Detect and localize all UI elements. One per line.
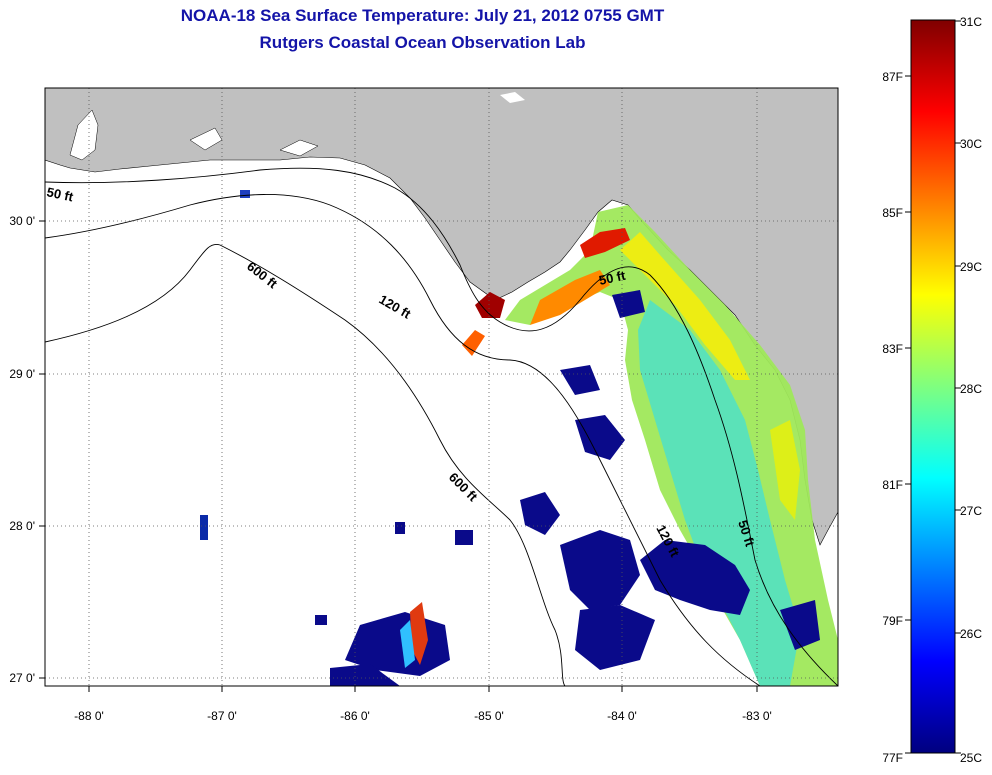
sst-cold-patch — [780, 600, 820, 650]
contour-label: 50 ft — [598, 268, 628, 288]
grid-lines — [45, 88, 838, 686]
colorbar-celsius-label: 25C — [960, 751, 982, 765]
colorbar-celsius-label: 27C — [960, 504, 982, 518]
colorbar-fahrenheit-label: 83F — [882, 342, 903, 356]
lon-label: -84 0' — [607, 709, 637, 723]
bay — [69, 109, 99, 161]
sst-cold-patch — [520, 492, 560, 535]
contour-600ft — [45, 243, 566, 686]
colorbar — [910, 19, 956, 754]
map-frame — [44, 87, 839, 687]
colorbar-celsius-label: 28C — [960, 382, 982, 396]
contour-label: 50 ft — [45, 184, 75, 204]
sst-yellow-streak — [620, 232, 750, 380]
sst-cold-patch — [315, 615, 327, 625]
lat-label: 28 0' — [9, 519, 35, 533]
sst-cold-patch — [200, 515, 208, 540]
lake — [500, 92, 525, 103]
sst-hot-patch — [580, 228, 630, 258]
lat-label: 29 0' — [9, 367, 35, 381]
bay — [279, 139, 319, 157]
contour-50ft — [45, 167, 838, 686]
colorbar-fahrenheit-label: 81F — [882, 478, 903, 492]
colorbar-celsius-label: 29C — [960, 260, 982, 274]
sst-cold-patch — [612, 290, 645, 318]
sst-cold-patch — [330, 664, 400, 686]
sst-hot-patch — [410, 602, 428, 665]
sst-mid-region — [638, 300, 800, 686]
lat-label: 30 0' — [9, 214, 35, 228]
lon-label: -88 0' — [74, 709, 104, 723]
colorbar-fahrenheit-label: 77F — [882, 751, 903, 765]
colorbar-celsius-label: 31C — [960, 15, 982, 29]
contour-120ft — [45, 194, 761, 686]
sst-cold-patch — [240, 190, 250, 198]
sst-hot-patch — [475, 292, 505, 318]
colorbar-fahrenheit-label: 87F — [882, 70, 903, 84]
sst-mid-patch — [400, 620, 415, 668]
lon-label: -83 0' — [742, 709, 772, 723]
sst-cold-patch — [575, 415, 625, 460]
lat-label: 27 0' — [9, 671, 35, 685]
sst-yellow-streak — [770, 420, 800, 520]
sst-cold-patch — [560, 365, 600, 395]
map-subtitle: Rutgers Coastal Ocean Observation Lab — [259, 33, 586, 52]
lon-label: -85 0' — [474, 709, 504, 723]
colorbar-fahrenheit-label: 85F — [882, 206, 903, 220]
sst-cold-patch — [560, 530, 640, 610]
sst-hot-patch — [530, 270, 610, 325]
sst-cold-patch — [575, 605, 655, 670]
colorbar-celsius-label: 30C — [960, 137, 982, 151]
lon-label: -87 0' — [207, 709, 237, 723]
sst-cold-patch — [395, 522, 405, 534]
sst-cold-patch — [640, 540, 750, 615]
sst-cold-patch — [455, 530, 473, 545]
colorbar-celsius-label: 26C — [960, 627, 982, 641]
colorbar-fahrenheit-label: 79F — [882, 614, 903, 628]
lon-label: -86 0' — [340, 709, 370, 723]
map-title: NOAA-18 Sea Surface Temperature: July 21… — [180, 6, 665, 25]
sst-hot-patch — [462, 330, 485, 356]
